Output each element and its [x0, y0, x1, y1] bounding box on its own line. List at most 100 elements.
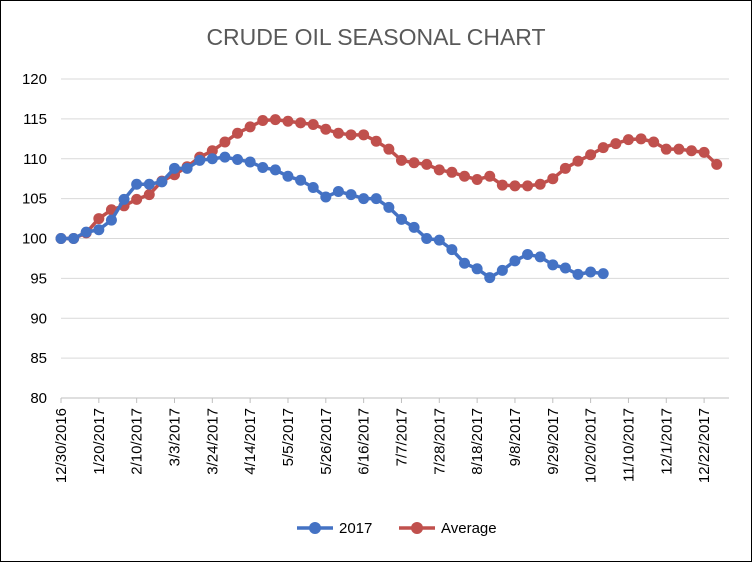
legend-label: 2017: [339, 520, 372, 537]
y-tick-label: 85: [30, 350, 47, 367]
data-point-average: [232, 127, 244, 139]
data-point-average: [673, 143, 685, 155]
data-point-2017: [282, 170, 294, 182]
y-tick-label: 95: [30, 270, 47, 287]
data-point-average: [509, 180, 521, 192]
data-point-average: [698, 146, 710, 158]
data-point-2017: [421, 233, 433, 244]
x-tick-label: 6/16/2017: [356, 408, 373, 475]
data-point-2017: [168, 162, 180, 174]
data-point-2017: [55, 233, 67, 244]
data-point-2017: [156, 176, 168, 188]
x-tick-label: 12/30/2016: [53, 408, 70, 483]
y-tick-label: 80: [30, 390, 47, 407]
data-point-2017: [496, 264, 508, 276]
x-tick-label: 10/20/2017: [583, 408, 600, 483]
data-point-2017: [219, 151, 231, 163]
y-tick-label: 110: [23, 151, 47, 168]
data-point-average: [648, 136, 660, 148]
data-point-2017: [408, 221, 420, 233]
data-point-2017: [459, 257, 471, 269]
data-point-average: [219, 136, 231, 148]
x-tick-label: 2/10/2017: [129, 408, 146, 475]
series-layer: [55, 114, 723, 284]
data-point-average: [269, 114, 281, 126]
data-point-average: [559, 162, 571, 174]
data-point-average: [383, 143, 395, 155]
data-point-2017: [105, 214, 117, 226]
data-point-2017: [143, 178, 155, 190]
series-line-2017: [59, 155, 605, 280]
data-point-average: [496, 179, 508, 191]
axes: 80 85 90 95 100 105 110 115 120 12/30/2016 1/20/20…: [22, 71, 729, 483]
data-point-2017: [345, 189, 357, 201]
data-point-2017: [484, 272, 496, 284]
x-tick-label: 11/10/2017: [620, 408, 637, 482]
data-point-2017: [433, 234, 445, 246]
x-tick-label: 8/18/2017: [469, 408, 486, 475]
data-point-average: [610, 138, 622, 150]
data-point-average: [143, 189, 155, 201]
x-tick-label: 5/26/2017: [318, 408, 335, 475]
x-tick-label: 4/14/2017: [242, 408, 259, 475]
data-point-average: [597, 142, 609, 154]
data-point-average: [320, 123, 332, 135]
x-tick-label: 12/1/2017: [658, 408, 675, 475]
data-point-2017: [597, 268, 609, 280]
data-point-average: [547, 173, 559, 185]
data-point-2017: [131, 178, 143, 190]
legend-marker: [411, 522, 423, 534]
data-point-average: [711, 158, 723, 170]
x-tick-label: 12/22/2017: [696, 408, 713, 483]
data-point-2017: [181, 162, 193, 174]
data-point-average: [408, 157, 420, 169]
data-point-2017: [547, 259, 559, 271]
data-point-2017: [534, 251, 546, 263]
data-point-average: [395, 154, 407, 166]
data-point-average: [459, 170, 471, 182]
data-point-2017: [206, 153, 218, 165]
y-tick-label: 120: [22, 71, 47, 88]
data-point-2017: [383, 201, 395, 213]
legend: 2017 Average: [297, 520, 497, 537]
x-tick-label: 3/24/2017: [204, 408, 221, 475]
x-tick-label: 1/20/2017: [91, 408, 108, 475]
data-point-average: [622, 134, 634, 146]
data-point-average: [282, 115, 294, 127]
y-tick-label: 90: [30, 310, 47, 327]
data-point-average: [660, 143, 672, 155]
data-point-average: [446, 166, 458, 178]
data-point-2017: [522, 248, 534, 260]
data-point-average: [370, 135, 382, 147]
x-tick-label: 9/29/2017: [545, 408, 562, 475]
data-point-2017: [307, 181, 319, 193]
x-tick-label: 9/8/2017: [507, 408, 524, 466]
y-tick-label: 115: [23, 111, 47, 128]
data-point-2017: [471, 263, 483, 275]
data-point-average: [93, 213, 105, 225]
data-point-2017: [118, 193, 130, 205]
y-tick-label: 105: [22, 191, 47, 208]
data-point-average: [433, 164, 445, 176]
data-point-average: [522, 180, 534, 192]
data-point-2017: [509, 255, 521, 267]
data-point-2017: [370, 193, 382, 205]
data-point-2017: [295, 174, 307, 186]
data-point-average: [307, 118, 319, 130]
data-point-average: [345, 129, 357, 141]
x-tick-label: 5/5/2017: [280, 408, 297, 466]
data-point-2017: [80, 226, 92, 238]
data-point-average: [206, 145, 218, 157]
data-point-average: [484, 170, 496, 182]
data-point-average: [131, 193, 143, 205]
data-point-average: [572, 155, 584, 167]
data-point-average: [635, 133, 647, 145]
data-point-2017: [244, 156, 256, 168]
x-tick-label: 3/3/2017: [166, 408, 183, 466]
data-point-average: [421, 158, 433, 170]
data-point-2017: [395, 213, 407, 225]
data-point-2017: [320, 191, 332, 203]
legend-label: Average: [441, 520, 497, 537]
